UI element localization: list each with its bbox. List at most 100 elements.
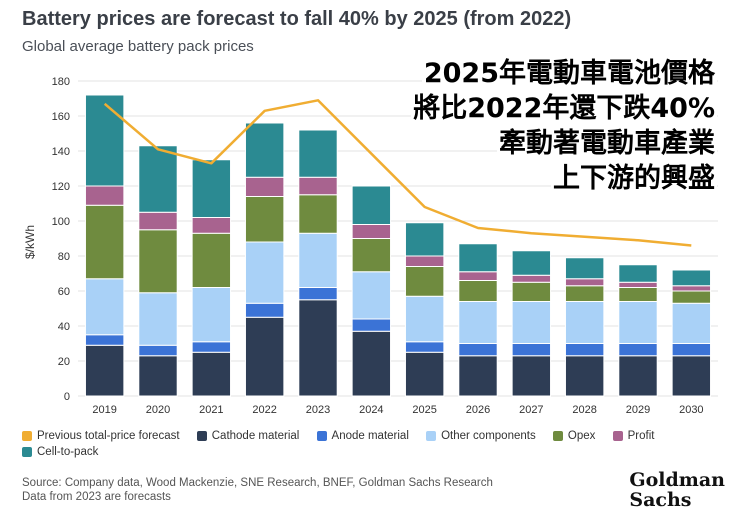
bar-segment-cathode-material (404, 351, 445, 397)
x-tick-label: 2026 (466, 404, 490, 416)
legend-label: Other components (441, 430, 536, 442)
bar-segment-profit (404, 255, 445, 267)
bar-segment-other-components (191, 287, 232, 343)
bar-segment-anode-material (84, 334, 125, 346)
bar-segment-opex (351, 238, 392, 273)
legend-label: Anode material (331, 430, 409, 442)
y-tick-label: 40 (58, 321, 70, 333)
bar-segment-profit (671, 285, 712, 292)
bar-segment-cathode-material (244, 316, 285, 397)
bar-segment-anode-material (138, 344, 178, 357)
y-tick-label: 0 (64, 391, 70, 403)
y-axis-label: $/kWh (23, 225, 37, 259)
bar-segment-cell-to-pack (404, 222, 445, 257)
goldman-sachs-logo: Goldman Sachs (629, 470, 725, 510)
bar-segment-other-components (671, 302, 712, 344)
legend-label: Cell-to-pack (37, 446, 99, 458)
legend-label: Previous total-price forecast (37, 430, 180, 442)
bar-segment-cathode-material (138, 355, 178, 397)
bar-segment-anode-material (564, 343, 605, 357)
bar-segment-profit (618, 281, 658, 288)
source-line: Source: Company data, Wood Mackenzie, SN… (22, 477, 493, 489)
forecast-line-layer (103, 99, 692, 247)
bar-segment-other-components (351, 271, 392, 320)
bar-segment-other-components (511, 301, 552, 344)
chart-title: Battery prices are forecast to fall 40% … (22, 8, 572, 30)
legend-swatch-previous-forecast (22, 431, 32, 441)
chart-subtitle: Global average battery pack prices (22, 38, 254, 55)
bar-stack-2021 (191, 159, 232, 397)
x-tick-label: 2024 (359, 404, 383, 416)
bar-segment-profit (244, 176, 285, 197)
bar-segment-cell-to-pack (84, 94, 125, 187)
bar-segment-other-components (138, 292, 178, 346)
bar-segment-other-components (244, 241, 285, 304)
bar-segment-cathode-material (298, 299, 338, 397)
bar-segment-cathode-material (564, 355, 605, 397)
bar-segment-cell-to-pack (618, 264, 658, 283)
bar-segment-profit (191, 217, 232, 234)
bar-segment-cathode-material (671, 355, 712, 397)
bar-segment-cell-to-pack (511, 250, 552, 276)
legend-item-cathode: Cathode material (196, 428, 300, 444)
bar-segment-cathode-material (84, 344, 125, 397)
bar-segment-opex (618, 287, 658, 302)
x-tick-label: 2021 (199, 404, 223, 416)
bar-segment-cell-to-pack (298, 129, 338, 178)
bar-segment-cathode-material (511, 355, 552, 397)
x-tick-label: 2020 (146, 404, 170, 416)
bar-segment-profit (458, 271, 498, 281)
bar-segment-cell-to-pack (671, 269, 712, 287)
bar-segment-anode-material (511, 343, 552, 357)
bar-segment-profit (84, 185, 125, 206)
annotation-line-2: 將比2022年還下跌40% (411, 91, 717, 126)
y-tick-label: 20 (58, 356, 70, 368)
forecast-note: Data from 2023 are forecasts (22, 491, 171, 503)
forecast-line (103, 99, 692, 247)
legend-item-profit: Profit (612, 428, 655, 444)
bar-segment-anode-material (671, 343, 712, 357)
y-axis-ticks: 0 20 40 60 80 100 120 140 160 180 (52, 76, 70, 403)
annotation-line-4: 上下游的興盛 (551, 161, 717, 196)
bar-segment-anode-material (351, 318, 392, 332)
y-tick-label: 140 (52, 146, 70, 158)
legend-item-other: Other components (426, 428, 536, 444)
bar-segment-anode-material (244, 302, 285, 318)
legend-swatch-cell-to-pack (22, 447, 32, 457)
legend-swatch-profit (612, 431, 623, 441)
logo-line-1: Goldman (629, 469, 725, 491)
x-tick-label: 2019 (92, 404, 116, 416)
bar-segment-anode-material (404, 341, 445, 353)
bar-stack-2020 (138, 145, 178, 397)
bar-segment-opex (404, 266, 445, 297)
bar-segment-profit (511, 274, 552, 283)
bar-segment-profit (564, 278, 605, 287)
x-tick-label: 2023 (306, 404, 330, 416)
y-tick-label: 120 (52, 181, 70, 193)
y-tick-label: 60 (58, 286, 70, 298)
bar-segment-cell-to-pack (191, 159, 232, 218)
legend-item-previous-forecast: Previous total-price forecast (22, 428, 180, 444)
bar-segment-opex (84, 204, 125, 280)
annotation-line-1: 2025年電動車電池價格 (421, 56, 717, 91)
y-tick-label: 180 (52, 76, 70, 88)
y-tick-label: 80 (58, 251, 70, 263)
x-tick-label: 2029 (626, 404, 650, 416)
bar-stack-2028 (564, 257, 605, 397)
bar-segment-profit (298, 176, 338, 196)
bar-stack-2029 (618, 264, 658, 397)
legend-label: Cathode material (211, 430, 300, 442)
bar-segment-other-components (84, 278, 125, 336)
legend-label: Opex (567, 430, 596, 442)
bar-segment-cathode-material (458, 355, 498, 397)
bar-stack-2024 (351, 185, 392, 397)
chinese-annotation: 2025年電動車電池價格 將比2022年還下跌40% 牽動著電動車產業 上下游的… (411, 56, 717, 196)
bar-segment-other-components (564, 301, 605, 344)
bar-segment-cathode-material (351, 330, 392, 397)
bar-segment-other-components (618, 301, 658, 344)
bar-segment-profit (351, 224, 392, 239)
bar-segment-cathode-material (191, 351, 232, 397)
x-tick-label: 2022 (252, 404, 276, 416)
legend-label: Profit (627, 430, 655, 442)
